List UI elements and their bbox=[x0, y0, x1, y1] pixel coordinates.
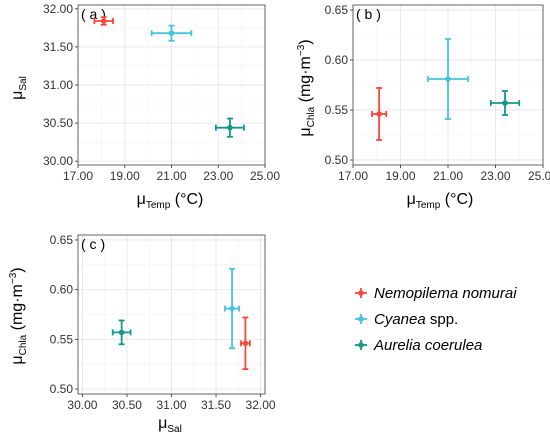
x-tick-label: 25.00 bbox=[528, 169, 550, 183]
legend-label-italic: Cyanea bbox=[374, 311, 426, 328]
panel-c: 30.00 30.50 31.00 31.50 32.00 0.50 0.55 0.60 0.6… bbox=[8, 233, 276, 433]
legend-label: Cyanea spp. bbox=[374, 311, 458, 328]
data-point bbox=[502, 100, 508, 106]
major-gridlines bbox=[78, 235, 265, 394]
x-axis-title-symbol: μ bbox=[407, 191, 416, 208]
x-tick-label: 21.00 bbox=[156, 169, 186, 183]
y-axis-title-close: ) bbox=[297, 39, 314, 44]
legend-key-point bbox=[358, 342, 364, 348]
x-axis-title: μSal bbox=[158, 415, 182, 433]
panel-label: ( b ) bbox=[356, 6, 381, 22]
y-axis-title-symbol: μ bbox=[9, 91, 26, 100]
legend-item: Nemopilema nomurai bbox=[355, 285, 517, 302]
data-point bbox=[445, 76, 451, 82]
legend-key-point bbox=[358, 316, 364, 322]
panel-label: ( a ) bbox=[81, 6, 106, 22]
panel-label: ( c ) bbox=[81, 236, 105, 252]
x-tick-label: 19.00 bbox=[385, 169, 415, 183]
y-axis-title-subscript: Sal bbox=[18, 76, 29, 90]
x-axis-title-subscript: Temp bbox=[146, 200, 171, 211]
y-axis-title-subscript: Chla bbox=[306, 106, 317, 127]
series-point bbox=[150, 24, 193, 42]
data-point bbox=[118, 329, 125, 336]
y-axis-title-subscript: Chla bbox=[18, 334, 29, 355]
legend-label-italic: Nemopilema nomurai bbox=[374, 285, 517, 302]
legend-label-plain: spp. bbox=[426, 311, 459, 328]
x-axis-title-unit: (°C) bbox=[440, 191, 473, 208]
data-point bbox=[168, 30, 175, 36]
x-tick-label: 21.00 bbox=[433, 169, 463, 183]
x-tick-label: 30.00 bbox=[67, 398, 97, 412]
y-tick-label: 30.00 bbox=[43, 154, 73, 168]
y-axis-title-superscript: −3 bbox=[8, 272, 19, 284]
legend-label: Nemopilema nomurai bbox=[374, 285, 517, 302]
data-point bbox=[376, 111, 382, 117]
y-tick-label: 31.50 bbox=[43, 40, 73, 54]
legend: Nemopilema nomurai Cyanea spp. Aurelia coe… bbox=[355, 285, 517, 354]
y-axis-title: μChla (mg·m−3) bbox=[8, 267, 29, 364]
series-point bbox=[426, 38, 470, 120]
series-point bbox=[93, 16, 114, 26]
legend-item: Aurelia coerulea bbox=[355, 337, 482, 354]
series-point bbox=[224, 267, 241, 350]
x-tick-label: 32.00 bbox=[246, 398, 276, 412]
y-tick-label: 32.00 bbox=[43, 2, 73, 16]
legend-label-italic: Aurelia coerulea bbox=[373, 337, 482, 354]
data-point bbox=[100, 18, 107, 24]
x-tick-label: 23.00 bbox=[480, 169, 510, 183]
panel-a: 17.00 19.00 21.00 23.00 25.00 30.00 30.50 31.00… bbox=[9, 2, 280, 211]
y-tick-label: 0.55 bbox=[50, 332, 74, 346]
series-point bbox=[111, 319, 132, 346]
y-axis-title-close: ) bbox=[9, 267, 26, 272]
panel-b: 17.00 19.00 21.00 23.00 25.00 0.50 0.55 0.60 0.6… bbox=[296, 3, 550, 211]
y-tick-label: 0.50 bbox=[50, 382, 74, 396]
legend-key-point bbox=[358, 290, 364, 296]
y-tick-label: 0.60 bbox=[50, 283, 74, 297]
x-axis-title-unit: (°C) bbox=[170, 191, 203, 208]
series-point bbox=[489, 90, 521, 116]
y-tick-label: 0.65 bbox=[50, 233, 74, 247]
y-axis-title-symbol: μ bbox=[297, 127, 314, 136]
x-axis-title: μTemp (°C) bbox=[137, 191, 204, 211]
series-point bbox=[371, 87, 388, 141]
x-tick-label: 17.00 bbox=[338, 169, 368, 183]
y-tick-label: 0.50 bbox=[325, 153, 349, 167]
y-tick-label: 0.55 bbox=[325, 103, 349, 117]
series-point bbox=[215, 117, 245, 138]
y-axis-title-superscript: −3 bbox=[296, 44, 307, 56]
series-point bbox=[240, 316, 251, 371]
x-tick-label: 23.00 bbox=[203, 169, 233, 183]
y-tick-label: 0.60 bbox=[325, 53, 349, 67]
data-point bbox=[227, 124, 233, 131]
x-tick-label: 25.00 bbox=[250, 169, 280, 183]
y-axis-title-unit: (mg·m bbox=[9, 284, 26, 335]
y-tick-label: 30.50 bbox=[43, 116, 73, 130]
y-tick-label: 0.65 bbox=[325, 3, 349, 17]
x-tick-label: 19.00 bbox=[110, 169, 140, 183]
x-tick-label: 17.00 bbox=[63, 169, 93, 183]
y-axis-title: μChla (mg·m−3) bbox=[296, 39, 317, 136]
x-tick-label: 31.50 bbox=[201, 398, 231, 412]
x-axis-title-subscript: Temp bbox=[416, 200, 441, 211]
x-axis-title-symbol: μ bbox=[158, 415, 167, 432]
x-axis-title-symbol: μ bbox=[137, 191, 146, 208]
x-axis-title-subscript: Sal bbox=[167, 424, 181, 433]
data-point bbox=[229, 305, 235, 312]
y-tick-label: 31.00 bbox=[43, 78, 73, 92]
y-axis-title-symbol: μ bbox=[9, 355, 26, 364]
y-axis-title: μSal bbox=[9, 76, 29, 100]
x-tick-label: 30.50 bbox=[112, 398, 142, 412]
y-axis-title-unit: (mg·m bbox=[297, 56, 314, 107]
legend-label: Aurelia coerulea bbox=[373, 337, 482, 354]
x-tick-label: 31.00 bbox=[156, 398, 186, 412]
data-point bbox=[242, 340, 249, 347]
x-axis-title: μTemp (°C) bbox=[407, 191, 474, 211]
legend-item: Cyanea spp. bbox=[355, 311, 458, 328]
